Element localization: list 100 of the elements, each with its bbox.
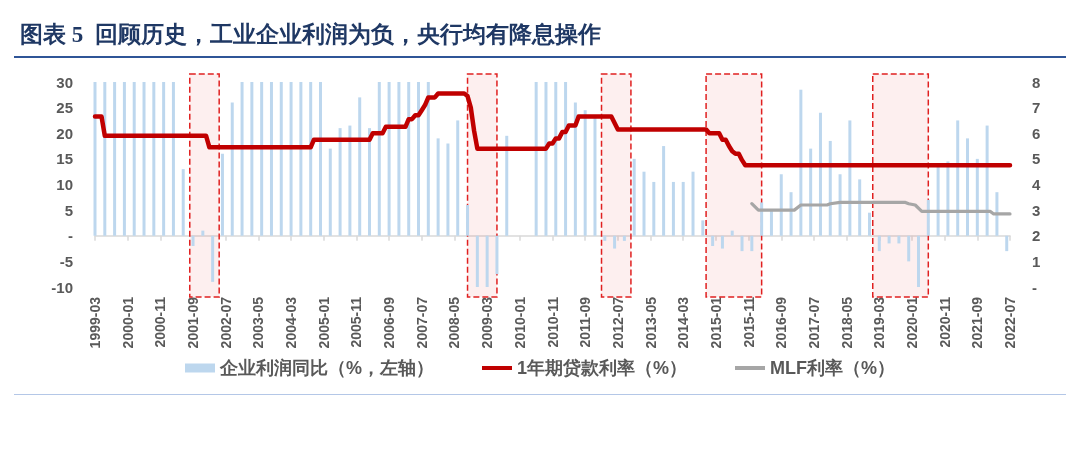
- bar: [426, 82, 430, 236]
- bar: [318, 82, 322, 236]
- bar: [985, 125, 989, 236]
- x-tick-label: 2021-09: [969, 296, 986, 349]
- legend-label: 1年期贷款利率（%）: [517, 358, 688, 378]
- bar: [485, 235, 489, 287]
- x-tick-label: 2005-01: [315, 296, 332, 349]
- x-tick-label: 2007-07: [413, 296, 430, 349]
- y-tick-label: 25: [56, 99, 73, 117]
- bar: [632, 158, 636, 236]
- x-tick-label: 1999-03: [87, 296, 103, 349]
- x-tick-label: 2005-11: [348, 296, 365, 348]
- bar: [495, 235, 499, 275]
- bar: [456, 120, 460, 236]
- bar: [113, 82, 117, 236]
- x-tick-label: 2018-05: [838, 296, 855, 349]
- bar: [162, 82, 166, 236]
- chart-title: 图表 5 回顾历史，工业企业利润为负，央行均有降息操作: [20, 21, 601, 49]
- x-tick-label: 2009-03: [479, 296, 496, 349]
- bar: [368, 128, 371, 236]
- bar: [662, 146, 666, 236]
- bar: [191, 235, 195, 246]
- bar: [671, 181, 675, 236]
- bar: [887, 235, 891, 244]
- bar: [936, 166, 940, 236]
- bar: [593, 117, 597, 236]
- x-tick-label: 2010-01: [511, 296, 528, 349]
- bar: [720, 235, 724, 249]
- x-tick-label: 2006-09: [381, 296, 398, 349]
- x-tick-label: 2004-03: [283, 296, 300, 349]
- x-tick-label: 2012-07: [609, 296, 626, 349]
- bar: [711, 235, 715, 246]
- bar: [230, 102, 234, 236]
- bar: [122, 82, 126, 236]
- x-tick-label: 2015-01: [707, 296, 724, 349]
- bar: [132, 82, 136, 236]
- bar: [1005, 235, 1009, 252]
- x-tick-label: 2011-09: [577, 296, 594, 348]
- bar: [848, 120, 852, 236]
- y2-tick-label: 5: [1032, 150, 1041, 168]
- bar: [289, 82, 293, 236]
- x-tick-label: 2014-03: [675, 296, 692, 349]
- line-series: [92, 91, 1013, 168]
- bar: [358, 97, 362, 236]
- bar: [250, 82, 254, 236]
- bar: [760, 202, 764, 236]
- legend-label: MLF利率（%）: [770, 358, 896, 378]
- bar: [417, 82, 421, 236]
- x-tick-label: 2000-01: [119, 296, 136, 349]
- x-tick-label: 2008-05: [446, 296, 463, 349]
- bar: [240, 82, 244, 236]
- bar: [926, 199, 930, 236]
- bar: [789, 192, 793, 236]
- bar: [534, 82, 538, 236]
- y2-tick-label: 1: [1032, 252, 1041, 270]
- bar: [554, 82, 558, 236]
- bar: [828, 140, 832, 236]
- line-series: [750, 200, 1012, 216]
- y-tick-label: -5: [59, 252, 73, 270]
- bar: [818, 112, 822, 236]
- y-tick-label: 10: [56, 176, 73, 193]
- bar: [348, 125, 352, 236]
- x-tick-label: 2003-05: [250, 296, 267, 349]
- bar: [613, 235, 617, 249]
- bar: [279, 82, 283, 236]
- bar: [691, 171, 695, 236]
- y-tick-label: -10: [51, 278, 73, 296]
- bar: [377, 82, 381, 236]
- bar: [397, 82, 401, 236]
- y-tick-label: 15: [56, 150, 73, 168]
- bar: [201, 230, 205, 236]
- bar: [956, 120, 960, 236]
- y2-tick-label: 4: [1032, 176, 1041, 193]
- x-tick-label: 2015-11: [740, 296, 757, 348]
- bar: [475, 235, 479, 287]
- bar: [730, 230, 734, 236]
- bar: [779, 174, 783, 236]
- bar: [436, 138, 440, 236]
- bar: [446, 143, 450, 236]
- bar: [171, 82, 175, 236]
- bar: [181, 169, 185, 236]
- x-tick-label: 2013-05: [642, 296, 659, 349]
- bar: [583, 110, 587, 236]
- x-tick-label: 2010-11: [544, 296, 561, 348]
- bar: [573, 102, 577, 236]
- bar: [877, 235, 881, 252]
- bar: [701, 220, 705, 236]
- bar: [466, 205, 470, 236]
- bar: [603, 235, 607, 241]
- bar: [328, 148, 332, 236]
- y-tick-label: 5: [64, 201, 73, 219]
- bar: [544, 82, 548, 236]
- bar: [681, 181, 685, 236]
- x-tick-label: 2022-07: [1002, 296, 1018, 349]
- bar: [740, 235, 744, 252]
- bar: [858, 179, 862, 236]
- bar: [750, 235, 754, 252]
- legend-label: 企业利润同比（%，左轴）: [219, 358, 435, 378]
- y2-tick-label: -: [1032, 278, 1037, 296]
- bar: [799, 89, 803, 236]
